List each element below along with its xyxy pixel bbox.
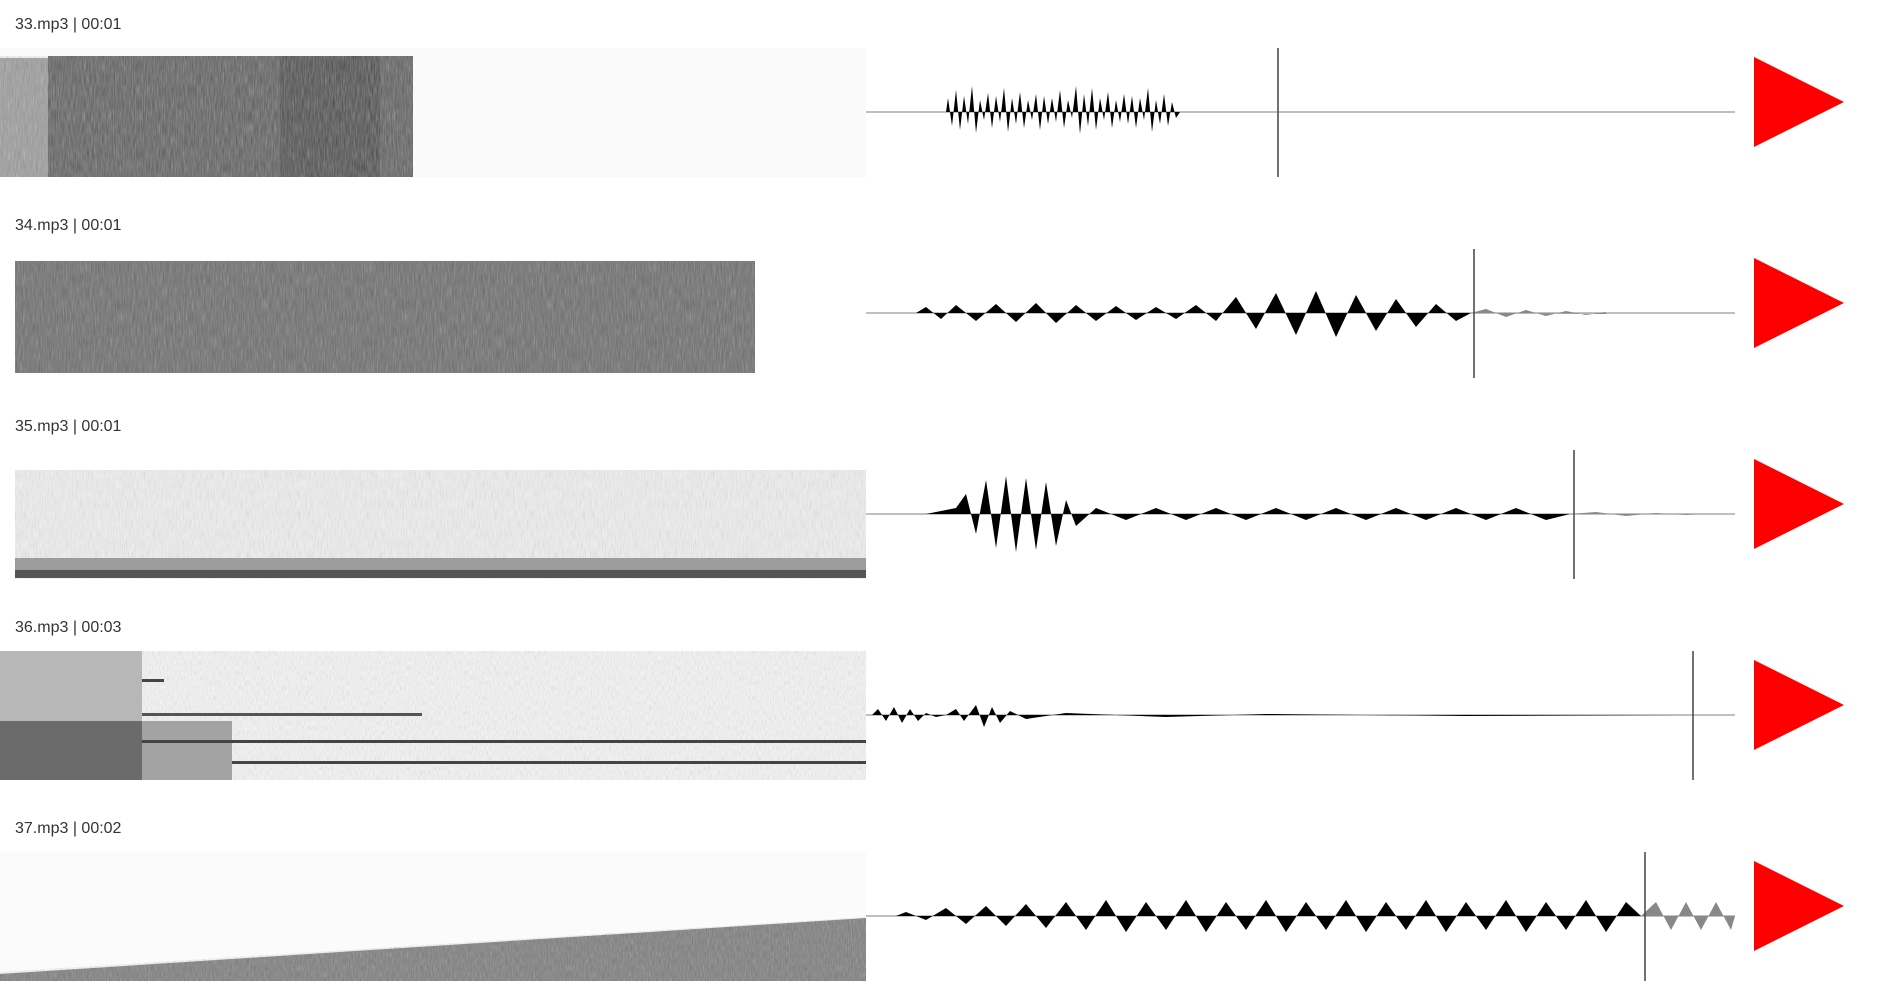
play-button[interactable] xyxy=(1754,861,1844,951)
track-row: 33.mp3 | 00:01 xyxy=(0,0,1902,201)
waveform[interactable] xyxy=(866,48,1735,177)
waveform-played xyxy=(896,900,1641,932)
track-row: 36.mp3 | 00:03 xyxy=(0,603,1902,804)
track-title: 35.mp3 | 00:01 xyxy=(15,418,122,435)
play-button[interactable] xyxy=(1754,660,1844,750)
waveform-played xyxy=(916,291,1471,337)
track-row: 35.mp3 | 00:01 xyxy=(0,402,1902,603)
track-title: 37.mp3 | 00:02 xyxy=(15,820,122,837)
waveform[interactable] xyxy=(866,450,1735,579)
spectrogram xyxy=(0,852,866,981)
play-icon xyxy=(1754,459,1844,549)
waveform-unplayed xyxy=(1471,309,1606,317)
waveform[interactable] xyxy=(866,852,1735,981)
track-row: 37.mp3 | 00:02 xyxy=(0,804,1902,1005)
waveform-unplayed xyxy=(1641,902,1735,930)
track-title: 33.mp3 | 00:01 xyxy=(15,16,122,33)
play-icon xyxy=(1754,57,1844,147)
spectrogram xyxy=(0,651,866,780)
track-title: 36.mp3 | 00:03 xyxy=(15,619,122,636)
play-icon xyxy=(1754,861,1844,951)
track-title: 34.mp3 | 00:01 xyxy=(15,217,122,234)
play-icon xyxy=(1754,660,1844,750)
waveform-unplayed xyxy=(1570,512,1701,516)
play-button[interactable] xyxy=(1754,258,1844,348)
waveform-played xyxy=(946,86,1180,134)
spectrogram xyxy=(0,450,866,579)
play-button[interactable] xyxy=(1754,57,1844,147)
spectrogram xyxy=(0,249,866,378)
play-button[interactable] xyxy=(1754,459,1844,549)
spectrogram xyxy=(0,48,866,177)
waveform-played xyxy=(926,476,1570,552)
waveform-played xyxy=(872,705,1686,727)
track-row: 34.mp3 | 00:01 xyxy=(0,201,1902,402)
track-list: 33.mp3 | 00:01 34.mp3 | 00:01 xyxy=(0,0,1902,981)
play-icon xyxy=(1754,258,1844,348)
waveform[interactable] xyxy=(866,651,1735,780)
waveform[interactable] xyxy=(866,249,1735,378)
